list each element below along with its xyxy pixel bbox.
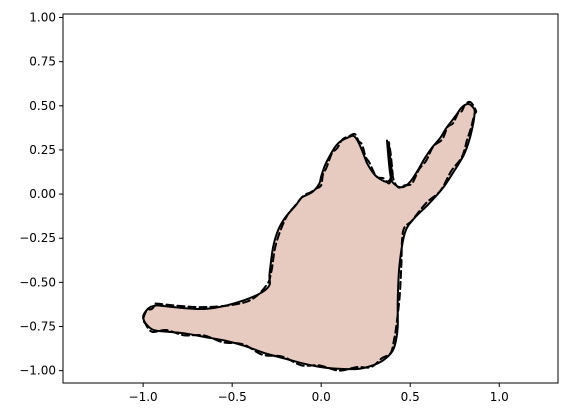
y-tick-label: 0.25 [29,143,56,157]
x-tick-label: 1.0 [490,390,509,404]
x-axis-ticks: −1.0 −0.5 0.0 0.5 1.0 [129,383,509,404]
dashed-outline-series [142,100,478,372]
hand-fill-area [143,103,475,370]
solid-outline-series [142,102,476,371]
y-axis-ticks: 1.00 0.75 0.50 0.25 0.00 −0.25 −0.50 −0.75 −1.00 [19,11,63,378]
y-tick-label: 1.00 [29,11,56,25]
y-tick-label: 0.50 [29,99,56,113]
y-tick-label: −1.00 [19,364,56,378]
x-tick-label: 0.0 [312,390,331,404]
series-layer [142,100,478,372]
x-tick-label: 0.5 [401,390,420,404]
y-tick-label: −0.25 [19,231,56,245]
x-tick-label: −0.5 [218,390,247,404]
y-tick-label: −0.50 [19,275,56,289]
hand-fill-layer [143,103,475,370]
y-tick-label: 0.00 [29,187,56,201]
y-tick-label: −0.75 [19,320,56,334]
y-tick-label: 0.75 [29,55,56,69]
x-tick-label: −1.0 [129,390,158,404]
